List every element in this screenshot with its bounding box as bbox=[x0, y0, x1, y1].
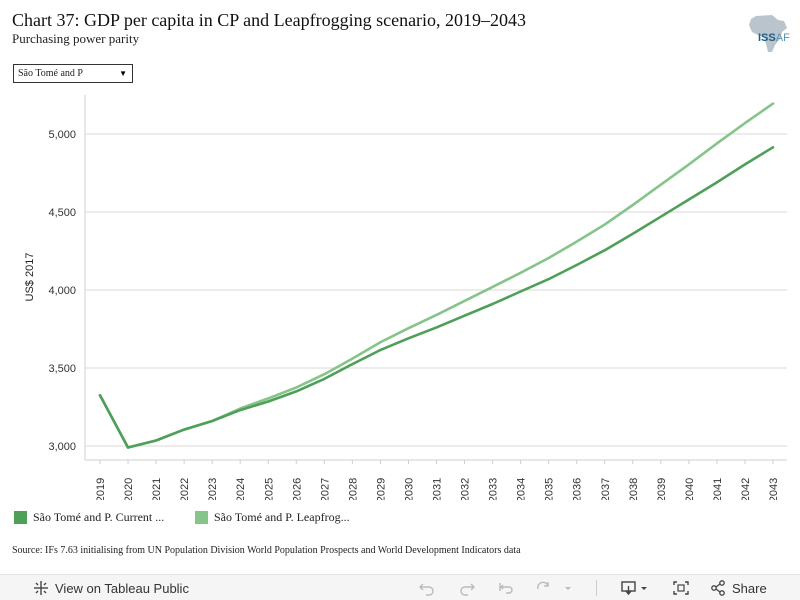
iss-logo-text: ISSAF bbox=[758, 32, 790, 44]
x-tick-label: 2043 bbox=[768, 478, 780, 500]
x-tick-label: 2029 bbox=[375, 478, 387, 500]
x-tick-label: 2032 bbox=[460, 478, 472, 500]
logo-main: ISS bbox=[758, 32, 776, 44]
country-filter-dropdown[interactable]: São Tomé and P ▼ bbox=[13, 64, 133, 83]
x-tick-label: 2020 bbox=[123, 478, 135, 500]
chart-gridlines bbox=[85, 133, 787, 447]
country-filter-value: São Tomé and P bbox=[18, 68, 83, 79]
chevron-down-icon: ▼ bbox=[119, 69, 127, 78]
x-tick-label: 2030 bbox=[403, 478, 415, 500]
y-tick-label: 5,000 bbox=[48, 129, 76, 141]
x-tick-label: 2026 bbox=[291, 478, 303, 500]
series-line-leapfrog bbox=[98, 102, 775, 449]
redo-icon[interactable] bbox=[458, 580, 476, 596]
y-tick-label: 4,500 bbox=[48, 207, 76, 219]
x-tick-label: 2027 bbox=[319, 478, 331, 500]
source-note: Source: IFs 7.63 initialising from UN Po… bbox=[12, 545, 521, 556]
x-tick-label: 2025 bbox=[263, 478, 275, 500]
africa-map-logo-icon bbox=[749, 15, 787, 52]
y-axis-label: US$ 2017 bbox=[24, 253, 36, 302]
undo-icon[interactable] bbox=[418, 580, 436, 596]
x-tick-label: 2041 bbox=[712, 478, 724, 500]
legend-swatch-leapfrog bbox=[195, 511, 208, 524]
pause-dropdown-icon[interactable] bbox=[562, 580, 574, 596]
x-tick-label: 2040 bbox=[684, 478, 696, 500]
x-tick-label: 2021 bbox=[151, 478, 163, 500]
x-tick-label: 2019 bbox=[95, 478, 107, 500]
x-tick-label: 2036 bbox=[572, 478, 584, 500]
legend-label-leapfrog: São Tomé and P. Leapfrog... bbox=[214, 510, 350, 524]
y-tick-label: 4,000 bbox=[48, 285, 76, 297]
legend-item-leapfrog[interactable]: São Tomé and P. Leapfrog... bbox=[195, 510, 350, 525]
refresh-icon[interactable] bbox=[535, 580, 553, 596]
x-tick-label: 2035 bbox=[544, 478, 556, 500]
x-tick-label: 2028 bbox=[347, 478, 359, 500]
x-axis-ticks: 2019 2020 2021 2022 2023 2024 2025 2026 2027 2028… bbox=[95, 460, 780, 500]
x-tick-label: 2031 bbox=[432, 478, 444, 500]
legend-label-current: São Tomé and P. Current ... bbox=[33, 510, 165, 524]
chart-subtitle: Purchasing power parity bbox=[12, 31, 140, 46]
toolbar-divider bbox=[596, 580, 597, 596]
y-tick-label: 3,000 bbox=[48, 441, 76, 453]
x-tick-label: 2033 bbox=[488, 478, 500, 500]
legend-item-current[interactable]: São Tomé and P. Current ... bbox=[14, 510, 164, 525]
legend-swatch-current bbox=[14, 511, 27, 524]
series-line-current bbox=[98, 146, 775, 449]
view-on-tableau-link[interactable]: View on Tableau Public bbox=[33, 580, 189, 596]
download-icon[interactable] bbox=[620, 580, 650, 596]
chart-series bbox=[98, 102, 775, 449]
revert-icon[interactable] bbox=[497, 580, 515, 596]
x-tick-label: 2042 bbox=[740, 478, 752, 500]
x-tick-label: 2039 bbox=[656, 478, 668, 500]
fullscreen-icon[interactable] bbox=[672, 580, 690, 596]
x-tick-label: 2024 bbox=[235, 478, 247, 500]
x-tick-label: 2038 bbox=[628, 478, 640, 500]
chart-title: Chart 37: GDP per capita in CP and Leapf… bbox=[12, 10, 527, 30]
x-tick-label: 2023 bbox=[207, 478, 219, 500]
x-tick-label: 2037 bbox=[600, 478, 612, 500]
y-axis-ticks: 3,000 3,500 4,000 4,500 5,000 bbox=[48, 129, 76, 453]
share-button[interactable]: Share bbox=[710, 580, 767, 596]
share-icon bbox=[711, 580, 725, 596]
share-label: Share bbox=[732, 580, 767, 596]
x-tick-label: 2022 bbox=[179, 478, 191, 500]
x-tick-label: 2034 bbox=[516, 478, 528, 500]
view-on-tableau-label: View on Tableau Public bbox=[55, 580, 189, 596]
chart-axes bbox=[84, 95, 787, 461]
tableau-logo-icon bbox=[34, 581, 48, 595]
logo-suffix: AF bbox=[775, 32, 790, 44]
y-tick-label: 3,500 bbox=[48, 363, 76, 375]
tableau-toolbar: View on Tableau Public Share bbox=[0, 574, 800, 600]
